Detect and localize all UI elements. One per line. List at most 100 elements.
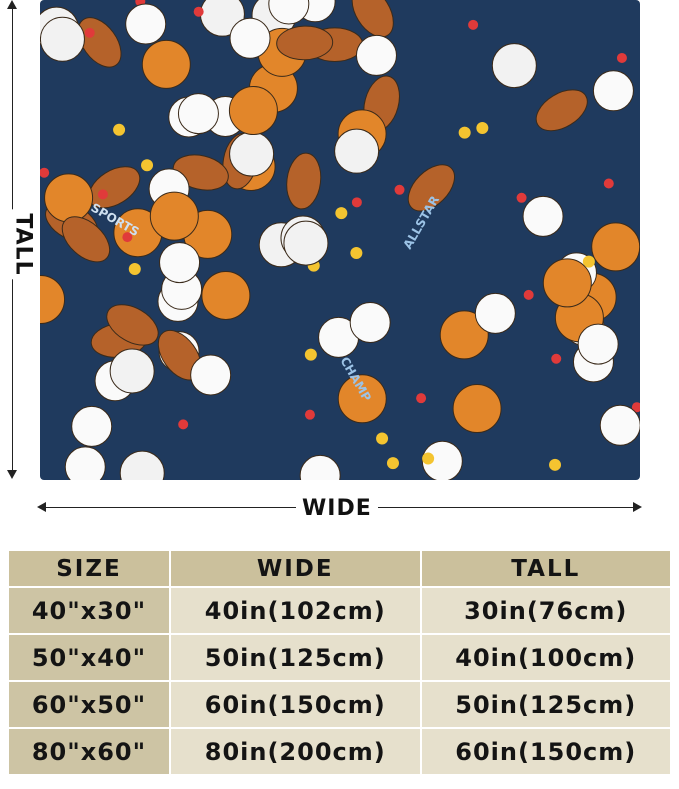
football-icon <box>61 216 111 263</box>
star-icon <box>376 432 389 445</box>
tall-label: TALL <box>10 209 36 280</box>
header-size: SIZE <box>7 549 171 588</box>
arrow-up-icon <box>7 0 17 9</box>
star-icon <box>351 197 362 208</box>
wide-cell: 50in(125cm) <box>169 633 422 682</box>
football-icon <box>407 164 455 212</box>
table-header-row: SIZE WIDE TALL <box>7 549 672 588</box>
star-icon <box>97 189 108 200</box>
baseball-icon <box>229 131 275 177</box>
table-row: 50"x40" 50in(125cm) 40in(100cm) <box>7 633 672 682</box>
star-icon <box>631 402 640 413</box>
soccer-ball-icon <box>299 454 341 480</box>
size-cell: 40"x30" <box>7 586 171 635</box>
star-icon <box>193 6 204 17</box>
star-icon <box>551 353 562 364</box>
star-icon <box>304 348 317 361</box>
star-icon <box>416 393 427 404</box>
star-icon <box>122 232 133 243</box>
star-icon <box>476 122 489 135</box>
wide-label: WIDE <box>296 496 378 521</box>
soccer-ball-icon <box>349 301 391 343</box>
soccer-ball-icon <box>71 405 113 447</box>
star-icon <box>113 123 126 136</box>
basketball-icon <box>149 191 199 241</box>
star-icon <box>84 27 95 38</box>
star-icon <box>582 255 595 268</box>
soccer-ball-icon <box>125 3 167 45</box>
basketball-icon <box>591 222 640 272</box>
star-icon <box>40 167 50 178</box>
baseball-icon <box>40 16 85 62</box>
star-icon <box>128 262 141 275</box>
star-icon <box>304 409 315 420</box>
star-icon <box>178 419 189 430</box>
basketball-icon <box>439 310 489 360</box>
football-icon <box>276 25 334 61</box>
size-cell: 50"x40" <box>7 633 171 682</box>
soccer-ball-icon <box>421 440 463 480</box>
basketball-icon <box>44 173 94 223</box>
star-icon <box>394 184 405 195</box>
basketball-icon <box>40 275 66 325</box>
tall-cell: 50in(125cm) <box>419 680 672 729</box>
star-icon <box>335 207 348 220</box>
tall-cell: 30in(76cm) <box>419 586 672 635</box>
soccer-ball-icon <box>190 354 232 396</box>
star-icon <box>422 452 435 465</box>
baseball-icon <box>334 128 380 174</box>
football-icon <box>535 89 588 132</box>
star-icon <box>523 289 534 300</box>
star-icon <box>468 19 479 30</box>
soccer-ball-icon <box>474 292 516 334</box>
size-table: SIZE WIDE TALL 40"x30" 40in(102cm) 30in(… <box>7 549 672 776</box>
baseball-icon <box>491 43 537 89</box>
header-tall: TALL <box>419 549 672 588</box>
arrow-down-icon <box>7 470 17 479</box>
basketball-icon <box>141 39 191 89</box>
table-row: 60"x50" 60in(150cm) 50in(125cm) <box>7 680 672 729</box>
soccer-ball-icon <box>355 34 397 76</box>
star-icon <box>350 247 363 260</box>
baseball-icon <box>109 348 155 394</box>
star-icon <box>603 178 614 189</box>
wide-cell: 40in(102cm) <box>169 586 422 635</box>
header-wide: WIDE <box>169 549 422 588</box>
size-cell: 60"x50" <box>7 680 171 729</box>
arrow-left-icon <box>37 502 46 512</box>
size-cell: 80"x60" <box>7 727 171 776</box>
soccer-ball-icon <box>592 70 634 112</box>
soccer-ball-icon <box>577 323 619 365</box>
soccer-ball-icon <box>599 404 640 446</box>
soccer-ball-icon <box>64 446 106 480</box>
star-icon <box>141 159 154 172</box>
baseball-icon <box>119 450 165 480</box>
soccer-ball-icon <box>229 17 271 59</box>
soccer-ball-icon <box>522 195 564 237</box>
star-icon <box>386 457 399 470</box>
football-icon <box>106 304 159 346</box>
star-icon <box>516 192 527 203</box>
star-icon <box>458 126 471 139</box>
football-icon <box>351 0 394 38</box>
tall-cell: 40in(100cm) <box>419 633 672 682</box>
wide-cell: 60in(150cm) <box>169 680 422 729</box>
blanket-product-image: ALLSTAR CHAMP SPORTS <box>40 0 640 480</box>
star-icon <box>616 52 627 63</box>
soccer-ball-icon <box>268 0 310 25</box>
table-row: 80"x60" 80in(200cm) 60in(150cm) <box>7 727 672 776</box>
tall-cell: 60in(150cm) <box>419 727 672 776</box>
basketball-icon <box>452 384 502 434</box>
basketball-icon <box>542 258 592 308</box>
wide-cell: 80in(200cm) <box>169 727 422 776</box>
arrow-right-icon <box>633 502 642 512</box>
baseball-icon <box>283 220 329 266</box>
star-icon <box>549 458 562 471</box>
soccer-ball-icon <box>177 93 219 135</box>
football-icon <box>286 152 322 210</box>
basketball-icon <box>228 86 278 136</box>
basketball-icon <box>201 270 251 320</box>
soccer-ball-icon <box>159 242 201 284</box>
basketball-icon <box>337 374 387 424</box>
table-row: 40"x30" 40in(102cm) 30in(76cm) <box>7 586 672 635</box>
